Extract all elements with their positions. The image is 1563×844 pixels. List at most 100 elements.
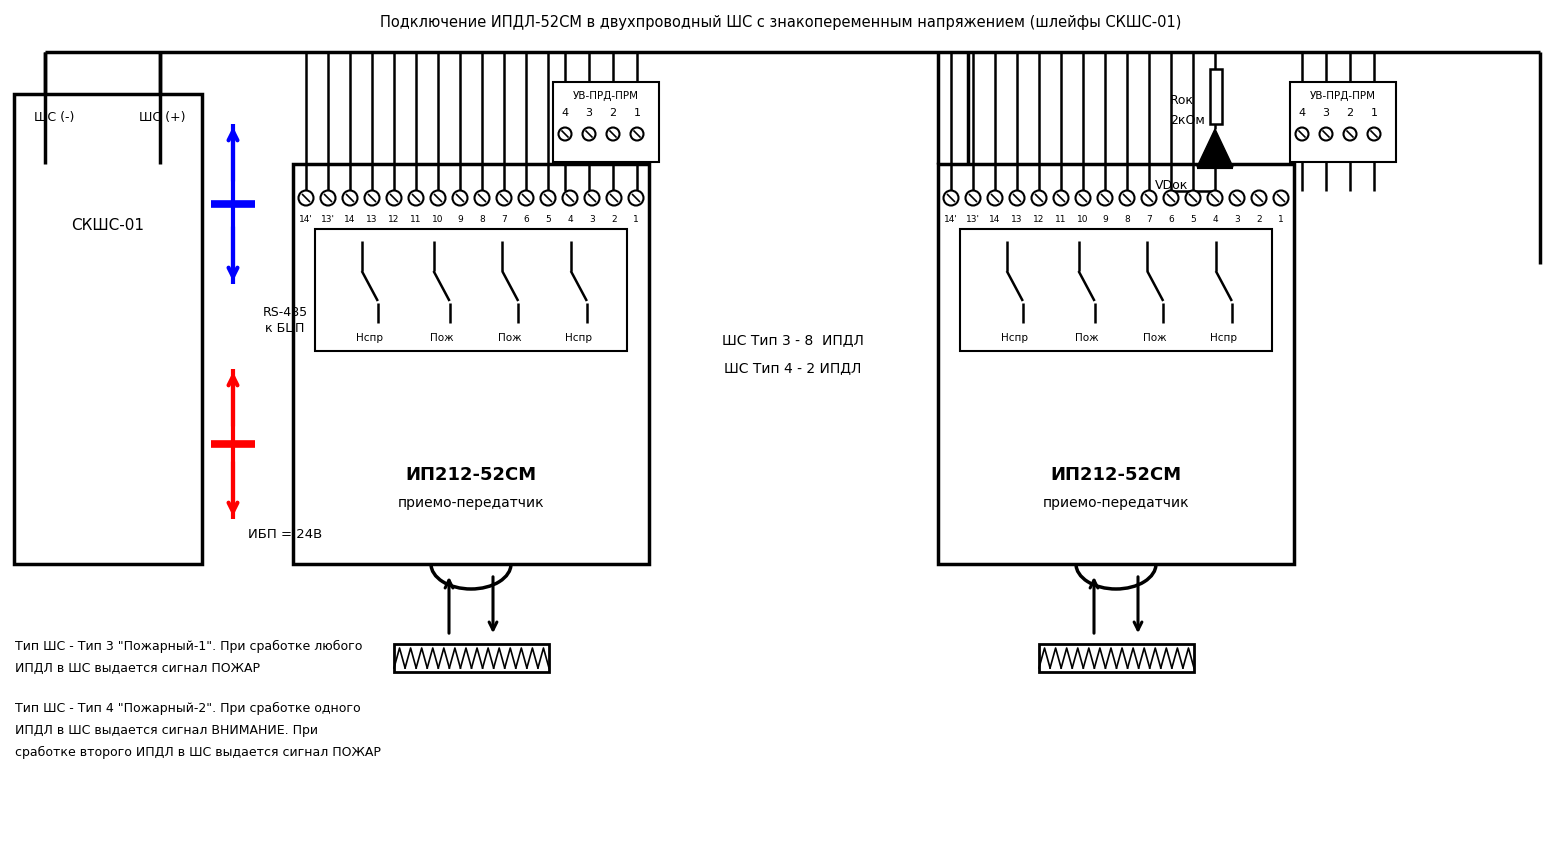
Circle shape: [606, 192, 622, 206]
Text: 3: 3: [589, 214, 596, 223]
Circle shape: [430, 192, 445, 206]
Text: 9: 9: [1102, 214, 1108, 223]
Text: ШС (-): ШС (-): [34, 111, 73, 123]
Circle shape: [1252, 192, 1266, 206]
Circle shape: [944, 192, 958, 206]
Text: 5: 5: [545, 214, 550, 223]
Text: 2: 2: [610, 108, 616, 118]
Circle shape: [1141, 192, 1157, 206]
Circle shape: [1319, 128, 1333, 141]
Circle shape: [497, 192, 511, 206]
Circle shape: [1274, 192, 1288, 206]
Text: ШС Тип 4 - 2 ИПДЛ: ШС Тип 4 - 2 ИПДЛ: [724, 360, 861, 375]
Text: УВ-ПРД-ПРМ: УВ-ПРД-ПРМ: [1310, 91, 1375, 101]
Circle shape: [1097, 192, 1113, 206]
Text: ИБП = 24В: ИБП = 24В: [249, 528, 322, 541]
Text: 1: 1: [633, 214, 639, 223]
Circle shape: [585, 192, 600, 206]
Text: приемо-передатчик: приемо-передатчик: [1043, 495, 1189, 510]
Circle shape: [1344, 128, 1357, 141]
Text: Пож: Пож: [1075, 333, 1099, 343]
Bar: [316, 230, 627, 352]
Circle shape: [1296, 128, 1308, 141]
Text: 2: 2: [611, 214, 617, 223]
Text: 8: 8: [480, 214, 485, 223]
Text: 14: 14: [989, 214, 1000, 223]
Bar: [1289, 83, 1396, 163]
Text: Пож: Пож: [1144, 333, 1168, 343]
Circle shape: [519, 192, 533, 206]
Text: 13: 13: [366, 214, 378, 223]
Text: 7: 7: [1146, 214, 1152, 223]
Circle shape: [966, 192, 980, 206]
Text: Нспр: Нспр: [1002, 333, 1028, 343]
Text: 14': 14': [944, 214, 958, 223]
Text: 12: 12: [388, 214, 400, 223]
Text: ИПДЛ в ШС выдается сигнал ПОЖАР: ИПДЛ в ШС выдается сигнал ПОЖАР: [16, 661, 259, 674]
Text: 10: 10: [1077, 214, 1089, 223]
Text: 4: 4: [1299, 108, 1305, 118]
Text: 2кОм: 2кОм: [1171, 113, 1205, 127]
Text: ИП212-52СМ: ИП212-52СМ: [405, 465, 536, 484]
Text: 6: 6: [1168, 214, 1174, 223]
Circle shape: [1163, 192, 1179, 206]
Circle shape: [299, 192, 314, 206]
Circle shape: [558, 128, 572, 141]
Circle shape: [583, 128, 596, 141]
Text: 4: 4: [561, 108, 569, 118]
Bar: [553, 83, 660, 163]
Circle shape: [408, 192, 424, 206]
Bar: [938, 165, 1294, 565]
Bar: [1210, 70, 1222, 125]
Circle shape: [475, 192, 489, 206]
Circle shape: [453, 192, 467, 206]
Circle shape: [1208, 192, 1222, 206]
Text: Подключение ИПДЛ-52СМ в двухпроводный ШС с знакопеременным напряжением (шлейфы С: Подключение ИПДЛ-52СМ в двухпроводный ШС…: [380, 14, 1182, 30]
Text: 11: 11: [1055, 214, 1068, 223]
Bar: [14, 95, 202, 565]
Circle shape: [1230, 192, 1244, 206]
Text: Тип ШС - Тип 4 "Пожарный-2". При сработке одного: Тип ШС - Тип 4 "Пожарный-2". При сработк…: [16, 701, 361, 714]
Text: RS-485
к БЦП: RS-485 к БЦП: [263, 306, 308, 333]
Text: 5: 5: [1189, 214, 1196, 223]
Circle shape: [1185, 192, 1200, 206]
Text: Тип ШС - Тип 3 "Пожарный-1". При сработке любого: Тип ШС - Тип 3 "Пожарный-1". При сработк…: [16, 639, 363, 652]
Text: 12: 12: [1033, 214, 1044, 223]
Circle shape: [1010, 192, 1024, 206]
Circle shape: [563, 192, 577, 206]
Circle shape: [1368, 128, 1380, 141]
Text: 13: 13: [1011, 214, 1022, 223]
Text: 11: 11: [410, 214, 422, 223]
Text: Нспр: Нспр: [566, 333, 592, 343]
Circle shape: [342, 192, 358, 206]
Text: ШС (+): ШС (+): [139, 111, 186, 123]
Text: приемо-передатчик: приемо-передатчик: [397, 495, 544, 510]
Text: Нспр: Нспр: [356, 333, 383, 343]
Text: ИПДЛ в ШС выдается сигнал ВНИМАНИЕ. При: ИПДЛ в ШС выдается сигнал ВНИМАНИЕ. При: [16, 723, 317, 736]
Text: 9: 9: [456, 214, 463, 223]
Text: 14': 14': [299, 214, 313, 223]
Text: УВ-ПРД-ПРМ: УВ-ПРД-ПРМ: [574, 91, 639, 101]
Circle shape: [1032, 192, 1047, 206]
Text: 2: 2: [1346, 108, 1354, 118]
Text: 10: 10: [433, 214, 444, 223]
Circle shape: [988, 192, 1002, 206]
Text: сработке второго ИПДЛ в ШС выдается сигнал ПОЖАР: сработке второго ИПДЛ в ШС выдается сигн…: [16, 745, 381, 758]
Text: Пож: Пож: [499, 333, 522, 343]
Text: 13': 13': [320, 214, 334, 223]
Circle shape: [1119, 192, 1135, 206]
Text: 3: 3: [1235, 214, 1239, 223]
Text: 1: 1: [633, 108, 641, 118]
Circle shape: [386, 192, 402, 206]
Text: 13': 13': [966, 214, 980, 223]
Circle shape: [320, 192, 336, 206]
Circle shape: [628, 192, 644, 206]
Text: 4: 4: [567, 214, 572, 223]
Circle shape: [1053, 192, 1069, 206]
Circle shape: [630, 128, 644, 141]
Text: 1: 1: [1279, 214, 1283, 223]
Bar: [394, 644, 549, 672]
Text: 1: 1: [1371, 108, 1377, 118]
Circle shape: [606, 128, 619, 141]
Text: 8: 8: [1124, 214, 1130, 223]
